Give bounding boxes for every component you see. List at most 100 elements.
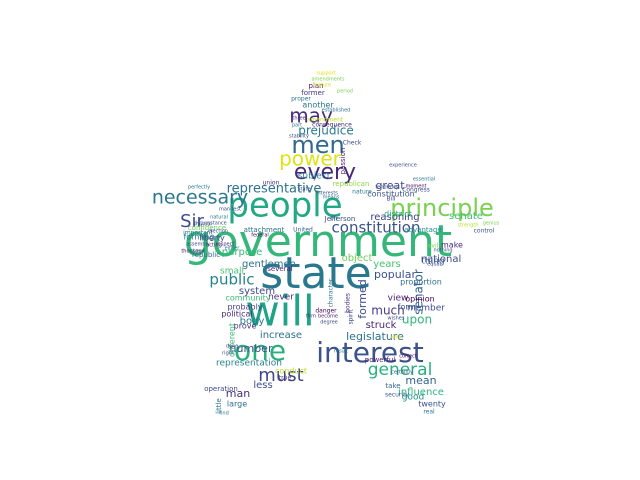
word-degree: degree: [320, 320, 338, 326]
word-right: right: [222, 351, 234, 357]
word-state: State: [297, 187, 310, 193]
word-control: control: [474, 228, 495, 235]
word-interests: interests: [316, 191, 338, 197]
word-member: member: [407, 304, 445, 314]
word-means: means: [323, 195, 340, 201]
word-part: part: [292, 123, 302, 129]
word-stability: stability: [289, 134, 309, 140]
word-powerful: powerful: [365, 356, 396, 364]
word-government: government: [184, 216, 452, 267]
word-nothing: nothing: [433, 248, 452, 254]
word-thing: thing: [421, 257, 444, 267]
word-several: several: [267, 265, 293, 273]
word-circumstance: circumstance: [193, 221, 227, 227]
word-state: state: [260, 248, 371, 299]
word-purpose: purpose: [222, 247, 263, 258]
word-idea: idea: [391, 335, 402, 341]
word-proportion: proportion: [400, 278, 442, 287]
word-forming: forming: [183, 233, 214, 242]
word-consequence: consequence: [312, 122, 352, 129]
word-period: period: [337, 89, 353, 95]
word-subject: subject: [298, 172, 331, 182]
word-view: view: [388, 294, 409, 304]
word-nature: nature: [352, 189, 372, 196]
word-prove: prove: [234, 322, 257, 331]
word-election: election: [208, 229, 228, 235]
word-others: others: [188, 249, 204, 255]
word-manifest: manifest: [219, 207, 241, 213]
word-conduct: conduct: [275, 367, 307, 376]
word-small: small: [220, 267, 244, 277]
word-popular: popular: [374, 268, 416, 281]
word-upon: upon: [402, 313, 432, 327]
word-thousand: thousand: [181, 249, 204, 255]
word-federal: federal: [251, 233, 269, 239]
word-certainly: certainly: [391, 370, 413, 376]
word-little: little: [215, 398, 223, 414]
word-experience: experience: [389, 163, 417, 169]
word-senator: senator: [412, 269, 426, 315]
word-another: another: [302, 101, 334, 110]
word-wishes: wishes: [388, 316, 405, 322]
word-object: object: [342, 253, 373, 264]
word-national: national: [421, 254, 462, 265]
word-assembly: assembly: [186, 242, 210, 248]
word-firm: firm: [306, 314, 316, 320]
word-formed: formed: [356, 279, 369, 318]
word-bodies: bodies: [345, 293, 352, 313]
word-done: done: [226, 344, 238, 350]
word-operation: operation: [204, 385, 238, 393]
word-danger: danger: [315, 308, 337, 315]
word-number: number: [230, 342, 273, 355]
word-public: public: [209, 271, 254, 289]
word-one: one: [234, 334, 286, 367]
word-less: less: [253, 380, 272, 391]
word-established: established: [322, 108, 351, 114]
word-political: political: [221, 310, 252, 319]
word-representative: representative: [227, 182, 322, 197]
word-constitution: constitution: [332, 219, 421, 237]
word-legislature: legislature: [346, 330, 404, 343]
word-mutual: mutual: [194, 222, 212, 228]
word-passion: passion: [339, 148, 347, 175]
word-district: district: [384, 210, 412, 219]
word-check: Check: [343, 140, 362, 147]
word-united: United: [293, 227, 313, 234]
word-body: body: [240, 316, 265, 327]
word-influence: influence: [398, 387, 444, 398]
word-mean: mean: [405, 374, 436, 387]
word-years: years: [373, 259, 401, 270]
word-moment: moment: [405, 184, 426, 190]
word-interest: interest: [316, 336, 423, 369]
word-three: three: [292, 116, 305, 122]
word-support: support: [316, 71, 335, 77]
word-necessary: necessary: [152, 187, 248, 209]
word-real: real: [423, 409, 435, 416]
word-bill: Bill: [386, 196, 395, 203]
word-essential: essential: [413, 177, 435, 183]
word-become: become: [318, 314, 338, 320]
word-gentlemen: gentlemen: [242, 259, 296, 270]
word-jefferson: Jefferson: [324, 215, 356, 223]
word-amendment: amendment: [307, 117, 344, 124]
word-former: former: [301, 89, 325, 97]
word-will: will: [245, 287, 314, 336]
word-evil: evil: [428, 243, 439, 250]
word-reasoning: reasoning: [370, 212, 419, 223]
word-great: great: [375, 179, 405, 192]
word-twenty: twenty: [418, 400, 446, 409]
word-attachment: attachment: [244, 226, 285, 234]
word-senate: senate: [449, 211, 483, 222]
word-spirit: spirit: [348, 309, 355, 325]
word-opinion: opinion: [405, 295, 434, 304]
word-men: men: [291, 131, 344, 159]
word-struck: struck: [366, 320, 397, 331]
word-either: either: [225, 246, 241, 252]
word-character: character: [328, 278, 335, 307]
word-advantage: advantage: [404, 226, 441, 234]
word-good: good: [402, 393, 424, 403]
word-representation: representation: [216, 359, 282, 369]
word-republican: republican: [333, 180, 370, 188]
word-correct: correct: [399, 354, 417, 360]
